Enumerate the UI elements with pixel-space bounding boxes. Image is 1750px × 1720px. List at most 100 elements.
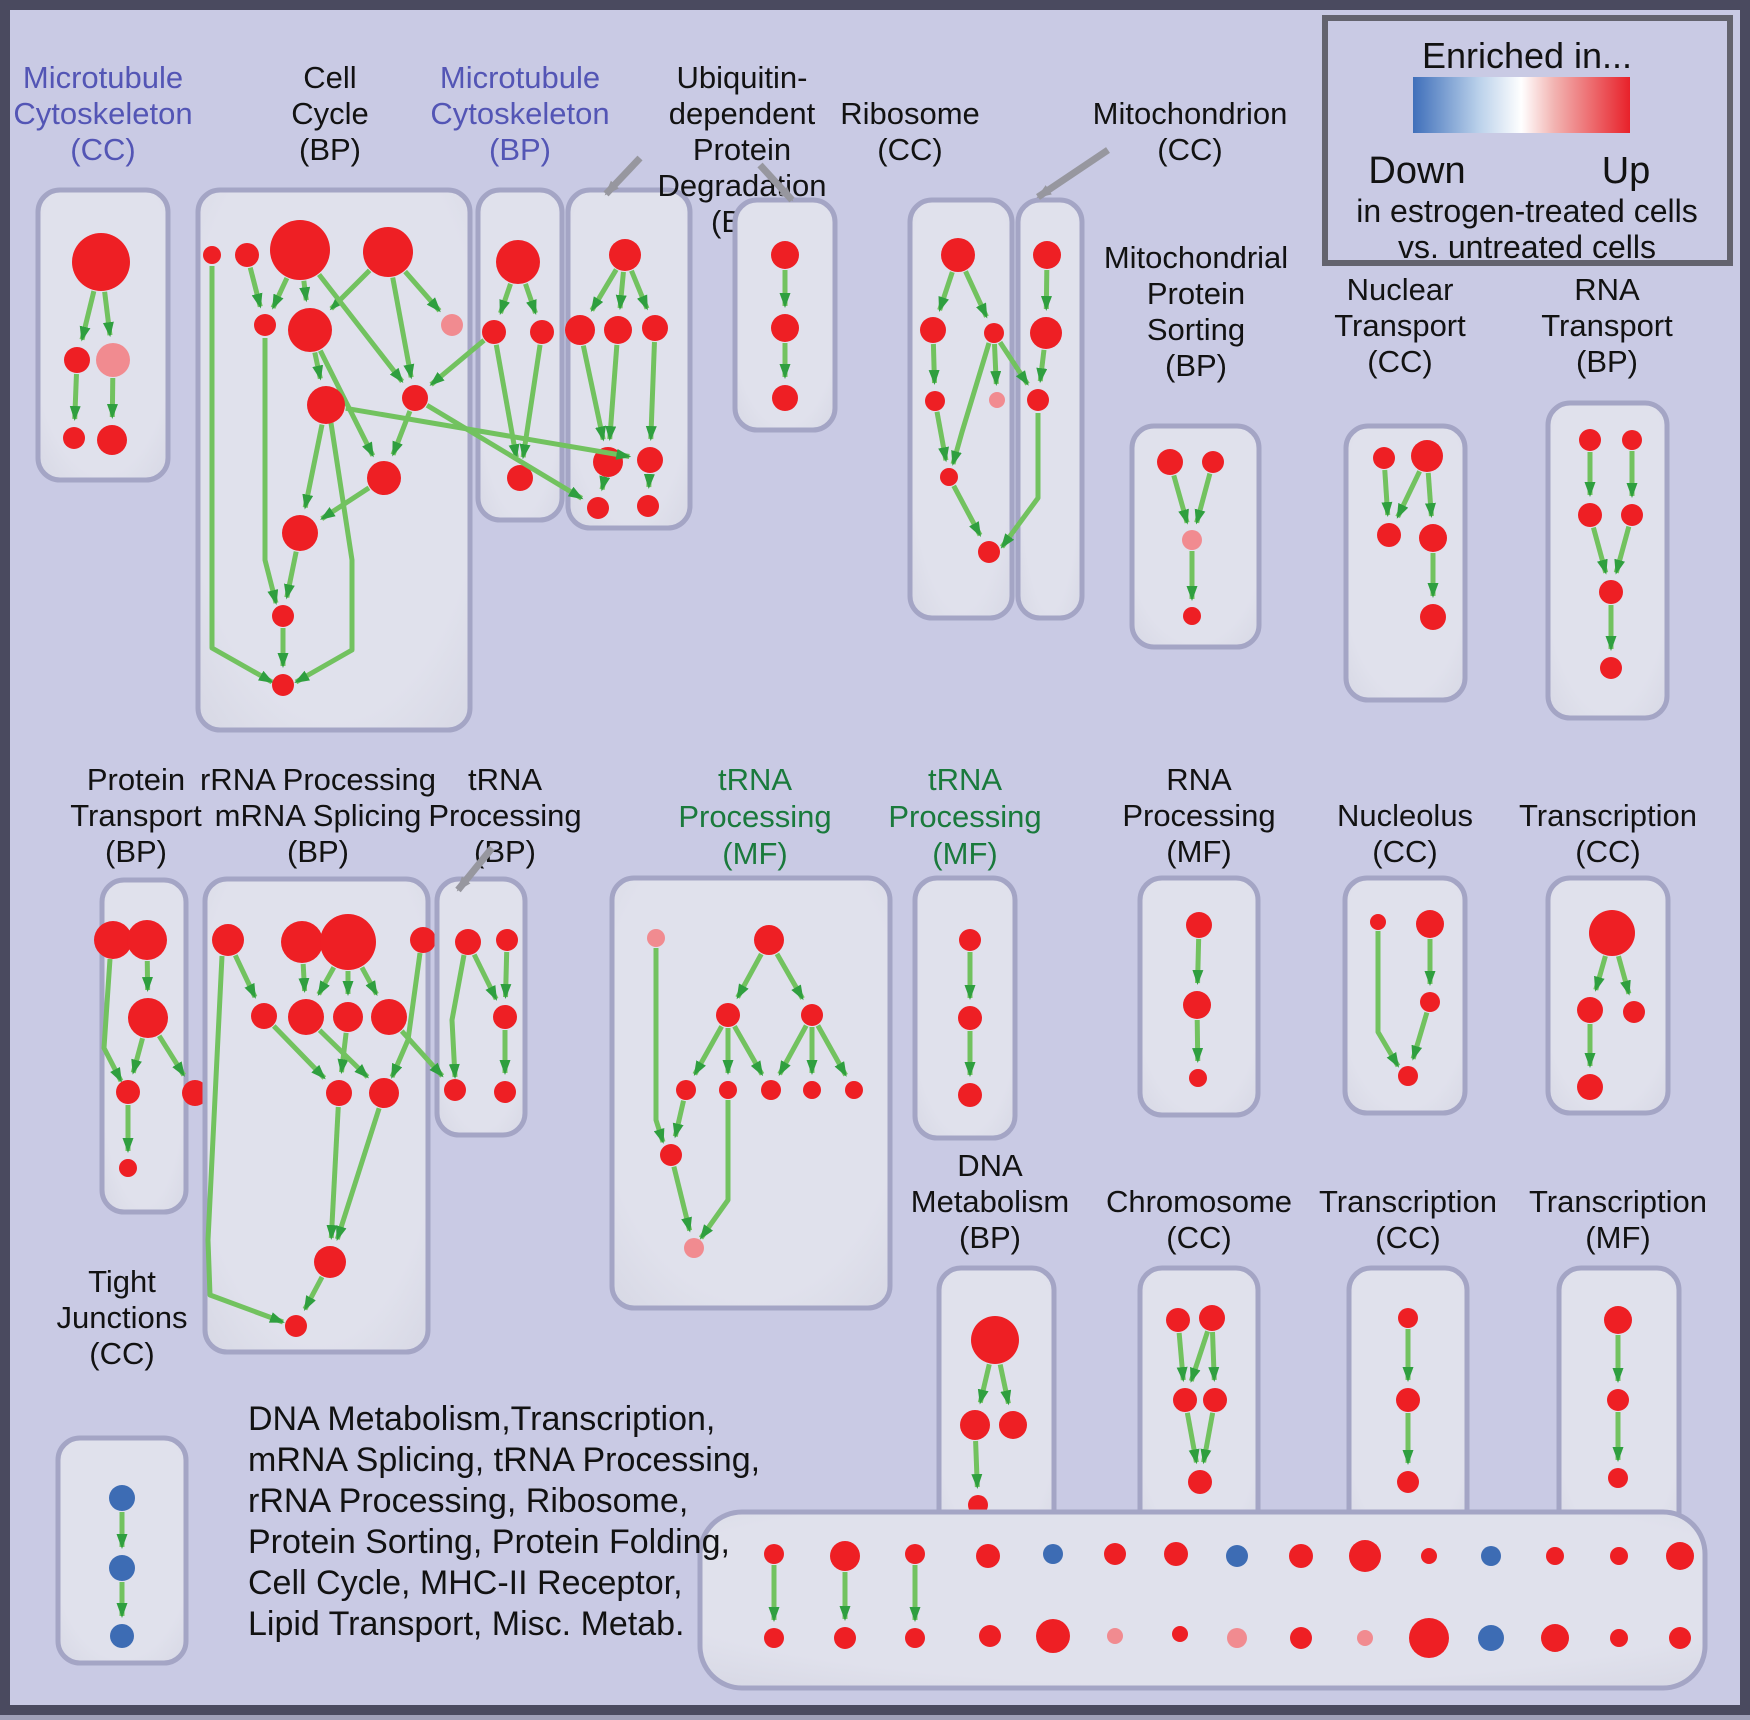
go-term-node [128,998,168,1038]
go-term-node [109,1555,135,1581]
go-term-node [1577,1074,1603,1100]
cluster-label: (CC) [1372,834,1437,869]
cluster-label: Protein [1147,276,1245,311]
go-term-node [1397,1471,1419,1493]
cluster-label: Transcription [1519,798,1697,833]
cluster-label: Transcription [1319,1184,1497,1219]
go-term-node [1621,504,1643,526]
go-term-node [609,239,641,271]
go-term-node [801,1004,823,1026]
go-term-node [494,1081,516,1103]
go-term-node [1610,1547,1628,1565]
go-term-node [1290,1627,1312,1649]
cluster-label: Junctions [57,1300,188,1335]
go-term-node [1398,1308,1418,1328]
go-term-node [493,1005,517,1029]
cluster-label: RNA [1166,762,1232,797]
go-term-node [999,1411,1027,1439]
go-term-node [251,1003,277,1029]
go-term-node [288,308,332,352]
go-term-node [1478,1625,1504,1651]
cluster-label: Protein [87,762,185,797]
cluster-label: DNA [957,1148,1023,1183]
go-term-node [989,392,1005,408]
go-term-node [1416,910,1444,938]
go-term-node [637,495,659,517]
go-term-node [830,1541,860,1571]
cluster-label: Transport [70,798,202,833]
go-term-node [326,1080,352,1106]
go-term-node [1604,1306,1632,1334]
cluster-box [1346,426,1465,700]
go-term-node [971,1316,1019,1364]
hierarchy-edge [506,952,507,997]
cluster-label: Metabolism [911,1184,1070,1219]
go-term-node [1349,1540,1381,1572]
hierarchy-edge [620,272,623,308]
go-term-node [1607,1389,1629,1411]
go-term-node [803,1081,821,1099]
go-term-node [958,1083,982,1107]
go-term-node [845,1081,863,1099]
cluster-label: Ubiquitin- [677,60,808,95]
hierarchy-edge [75,374,77,419]
go-term-node [1186,912,1212,938]
go-term-node [565,315,595,345]
cluster-label: Processing [428,798,581,833]
go-term-node [1420,604,1446,630]
go-term-node [63,427,85,449]
go-term-node [1599,580,1623,604]
go-term-node [940,468,958,486]
go-term-node [64,347,90,373]
go-term-node [642,315,668,341]
hierarchy-edge [649,474,650,487]
hierarchy-edge [933,344,934,383]
go-term-node [764,1628,784,1648]
go-term-node [1481,1546,1501,1566]
cluster-label: (BP) [489,132,551,167]
go-term-node [1608,1468,1628,1488]
cluster-label: Nucleolus [1337,798,1473,833]
go-term-node [496,929,518,951]
cluster-label: Cytoskeleton [13,96,192,131]
go-term-node [684,1238,704,1258]
cluster-box [939,1268,1054,1548]
cluster-label: dependent [669,96,816,131]
cluster-label: (MF) [1166,834,1231,869]
go-term-node [1043,1544,1063,1564]
go-term-node [1183,607,1201,625]
go-term-node [1033,241,1061,269]
go-term-node [1377,523,1401,547]
cluster-label: Nuclear [1347,272,1454,307]
go-term-node [1203,1388,1227,1412]
legend-down-label: Down [1368,150,1465,192]
go-term-node [604,316,632,344]
go-term-node [369,1078,399,1108]
go-term-node [1199,1305,1225,1331]
cluster-label: (CC) [1575,834,1640,869]
go-term-node [719,1081,737,1099]
go-term-node [1107,1628,1123,1644]
cluster-label: mRNA Splicing [215,798,422,833]
go-term-node [1421,1548,1437,1564]
go-term-node [254,314,276,336]
go-term-node [1182,530,1202,550]
go-term-node [771,241,799,269]
go-term-node [1622,430,1642,450]
go-term-node [281,921,323,963]
cluster-label: Microtubule [23,60,183,95]
go-term-node [116,1080,140,1104]
go-term-node [1600,657,1622,679]
cluster-label: (BP) [299,132,361,167]
cluster-label: Transcription [1529,1184,1707,1219]
combined-terms-line: Cell Cycle, MHC-II Receptor, [248,1564,683,1602]
go-term-node [1030,317,1062,349]
go-term-node [320,914,376,970]
go-term-node [905,1628,925,1648]
go-term-node [455,929,481,955]
go-term-node [978,541,1000,563]
